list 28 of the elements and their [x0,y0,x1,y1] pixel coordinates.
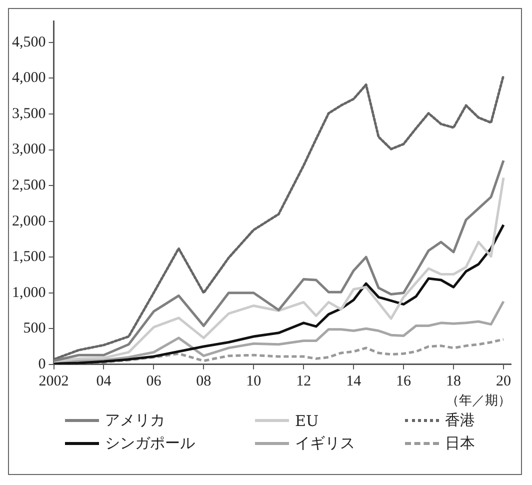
legend-label: シンガポール [105,434,195,453]
legend-label: イギリス [295,434,355,453]
y-tick-label: 3,500 [12,106,46,122]
x-axis-title: （年／期） [446,394,511,409]
y-tick-label: 0 [38,356,46,372]
legend-label: 香港 [445,411,475,430]
line-series [54,74,505,361]
y-tick-label: 2,500 [12,177,46,194]
y-tick-label: 4,500 [12,34,46,50]
legend-label: アメリカ [105,411,165,430]
y-tick-label: 1,000 [12,284,46,301]
y-tick-label: 1,500 [12,249,46,266]
x-tick-label: 06 [146,373,162,390]
y-tick-label: 4,000 [12,70,46,86]
x-tick-label: 2002 [38,373,69,390]
x-tick-label: 18 [446,373,462,390]
legend-label: 日本 [445,434,475,453]
x-tick-label: 16 [396,373,412,390]
y-tick-label: 500 [23,320,46,337]
x-tick-label: 12 [296,373,312,390]
x-tick-label: 20 [496,373,512,390]
y-tick-label: 2,000 [12,213,46,230]
x-tick-label: 10 [246,373,262,390]
y-tick-label: 3,000 [12,142,46,158]
legend-label: EU [295,412,319,430]
x-tick-label: 08 [196,373,212,390]
x-tick-label: 14 [346,373,362,390]
x-tick-label: 04 [96,373,112,390]
